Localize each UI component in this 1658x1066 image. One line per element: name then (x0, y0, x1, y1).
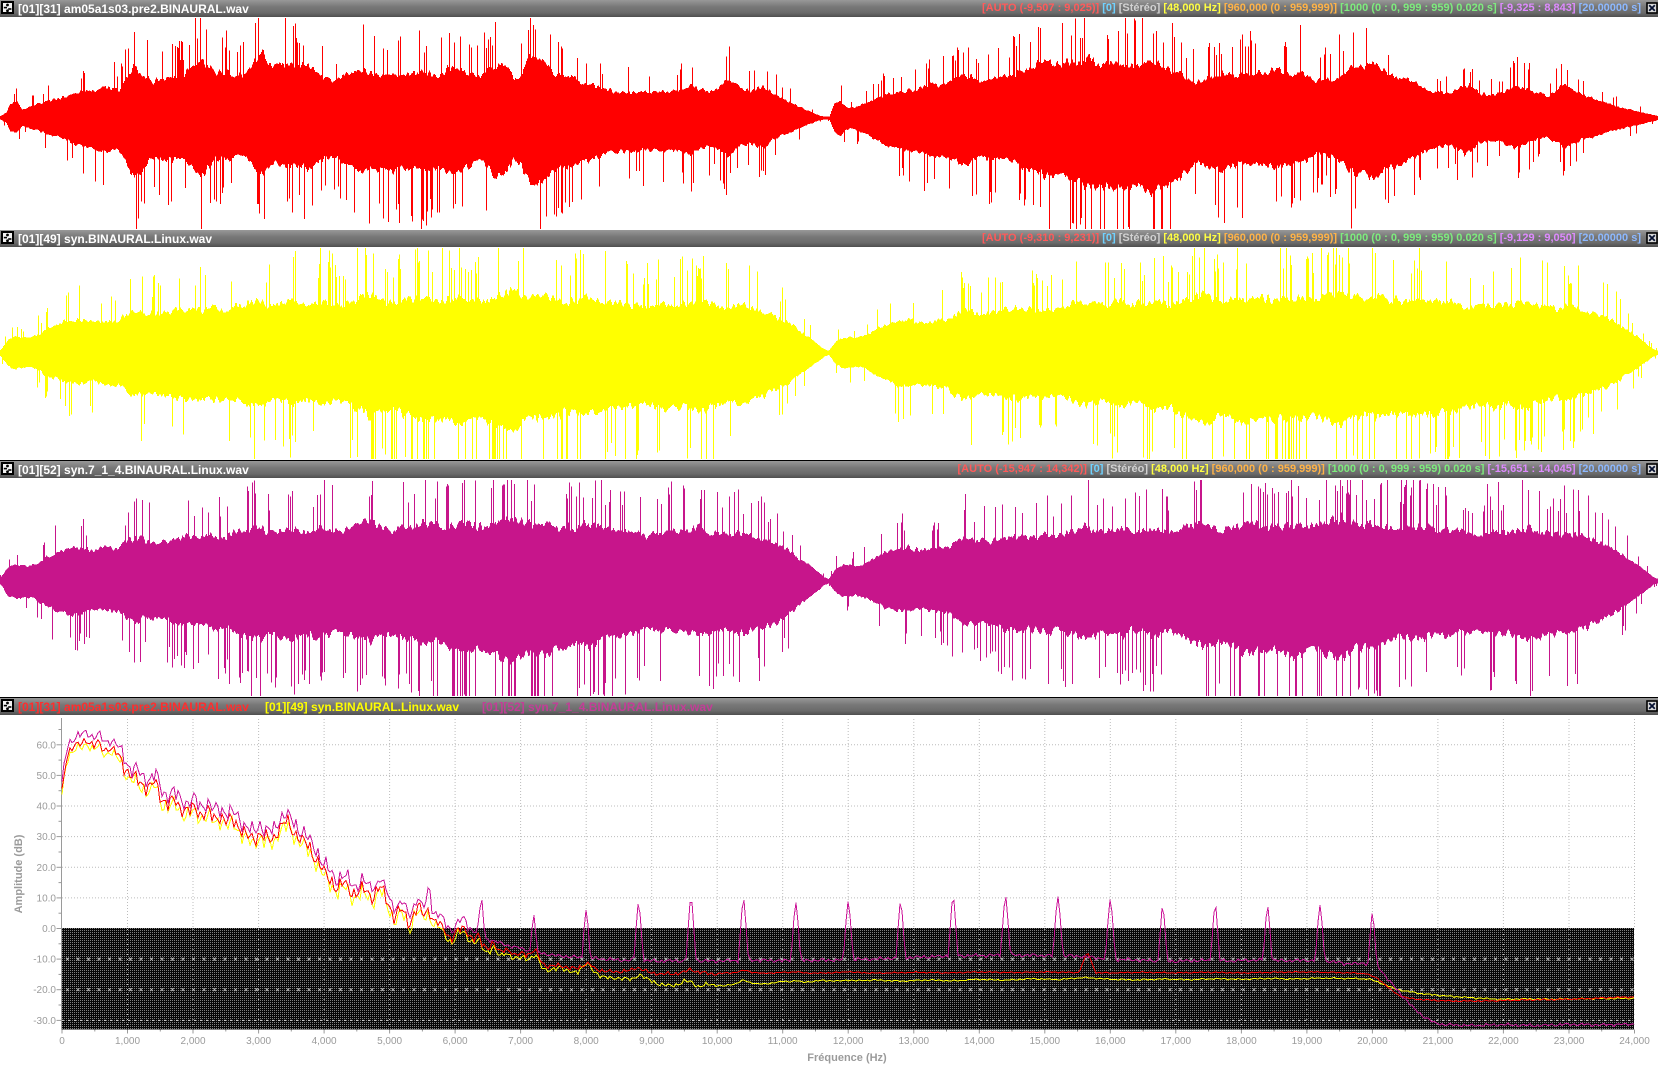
svg-text:18,000: 18,000 (1226, 1036, 1257, 1047)
svg-text:1,000: 1,000 (115, 1036, 140, 1047)
svg-text:2,000: 2,000 (180, 1036, 205, 1047)
svg-text:4,000: 4,000 (312, 1036, 337, 1047)
svg-text:-20.0: -20.0 (33, 985, 56, 996)
svg-text:11,000: 11,000 (768, 1036, 798, 1047)
svg-text:3,000: 3,000 (246, 1036, 271, 1047)
svg-text:0.0: 0.0 (42, 924, 56, 935)
svg-text:16,000: 16,000 (1095, 1036, 1126, 1047)
svg-text:20,000: 20,000 (1357, 1036, 1388, 1047)
svg-text:0: 0 (59, 1036, 65, 1047)
svg-text:-10.0: -10.0 (33, 955, 56, 966)
svg-text:20.0: 20.0 (37, 863, 57, 874)
svg-text:22,000: 22,000 (1488, 1036, 1519, 1047)
svg-text:13,000: 13,000 (899, 1036, 930, 1047)
svg-text:24,000: 24,000 (1619, 1036, 1650, 1047)
svg-text:12,000: 12,000 (833, 1036, 864, 1047)
svg-text:-30.0: -30.0 (33, 1016, 56, 1027)
svg-text:40.0: 40.0 (37, 802, 57, 813)
svg-text:10,000: 10,000 (702, 1036, 733, 1047)
svg-text:7,000: 7,000 (508, 1036, 533, 1047)
svg-text:50.0: 50.0 (37, 771, 57, 782)
svg-text:30.0: 30.0 (37, 832, 57, 843)
svg-text:15,000: 15,000 (1030, 1036, 1061, 1047)
svg-text:6,000: 6,000 (443, 1036, 468, 1047)
svg-text:17,000: 17,000 (1161, 1036, 1192, 1047)
svg-text:14,000: 14,000 (964, 1036, 995, 1047)
svg-text:21,000: 21,000 (1423, 1036, 1454, 1047)
svg-text:Fréquence (Hz): Fréquence (Hz) (807, 1052, 887, 1064)
svg-text:23,000: 23,000 (1554, 1036, 1585, 1047)
svg-text:8,000: 8,000 (574, 1036, 599, 1047)
svg-text:10.0: 10.0 (37, 893, 57, 904)
svg-text:9,000: 9,000 (639, 1036, 664, 1047)
svg-text:60.0: 60.0 (37, 740, 57, 751)
svg-text:Amplitude (dB): Amplitude (dB) (13, 834, 25, 913)
svg-text:19,000: 19,000 (1292, 1036, 1323, 1047)
svg-text:5,000: 5,000 (377, 1036, 402, 1047)
